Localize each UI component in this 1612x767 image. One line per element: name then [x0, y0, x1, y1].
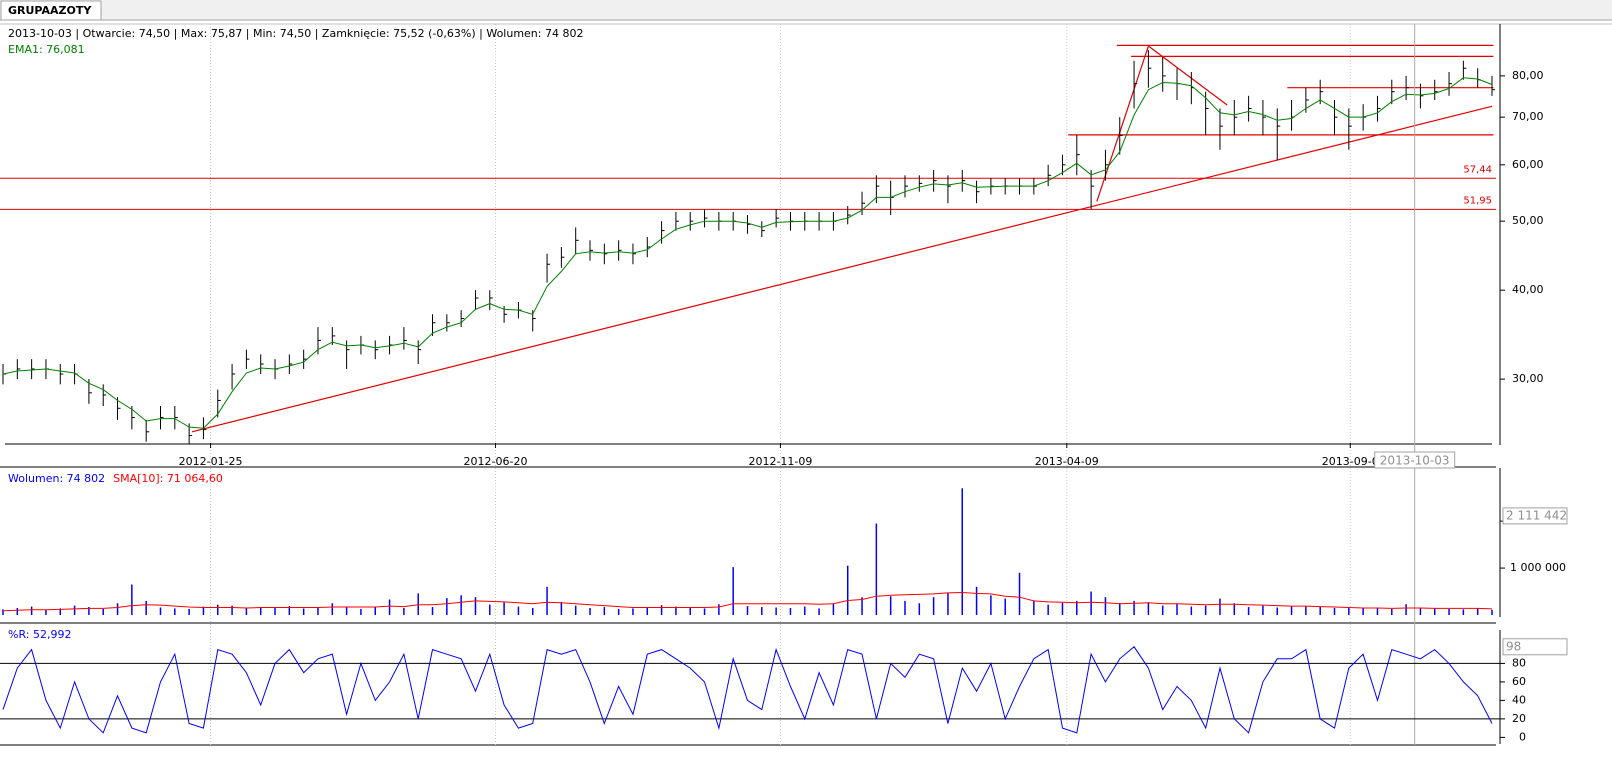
- series-line: [2, 591, 1493, 612]
- tab-bar: [0, 0, 1612, 20]
- x-tick-label: 2013-09-0: [1322, 455, 1379, 468]
- y-tick-label: 0: [1519, 730, 1526, 743]
- y-tick-label: 60,00: [1512, 158, 1544, 171]
- cursor-value: 2 111 442: [1506, 508, 1567, 522]
- legend-entry: Wolumen: 74 802: [8, 472, 105, 485]
- x-tick-label: 2012-11-09: [748, 455, 812, 468]
- y-tick-label: 50,00: [1512, 214, 1544, 227]
- legend-entry: EMA1: 76,081: [8, 43, 85, 56]
- y-tick-label: 20: [1512, 712, 1526, 725]
- tab-label[interactable]: GRUPAAZOTY: [8, 4, 92, 17]
- y-tick-label: 70,00: [1512, 110, 1544, 123]
- level-label: 57,44: [1463, 164, 1492, 175]
- cursor-value-box: [1502, 507, 1568, 525]
- y-tick-label: 30,00: [1512, 372, 1544, 385]
- level-label: 51,95: [1463, 195, 1492, 206]
- info-text: 2013-10-03 | Otwarcie: 74,50 | Max: 75,8…: [8, 27, 583, 40]
- y-tick-label: 80: [1512, 656, 1526, 669]
- cursor-value: 98: [1506, 639, 1521, 653]
- x-tick-label: 2012-01-25: [179, 455, 243, 468]
- cursor-value-box: [1502, 638, 1568, 656]
- tab[interactable]: [0, 0, 102, 21]
- x-tick-label: 2013-04-09: [1035, 455, 1099, 468]
- series-line: [2, 646, 1493, 734]
- trend-line: [191, 105, 1493, 433]
- x-tick-label: 2012-06-20: [464, 455, 528, 468]
- y-tick-label: 1 000 000: [1510, 561, 1566, 574]
- y-tick-label: 60: [1512, 675, 1526, 688]
- cursor-date: 2013-10-03: [1380, 454, 1450, 468]
- y-tick-label: 80,00: [1512, 69, 1544, 82]
- legend-entry: SMA[10]: 71 064,60: [113, 472, 223, 485]
- y-tick-label: 40,00: [1512, 283, 1544, 296]
- series-line: [2, 77, 1493, 429]
- cursor-date-box: [1374, 451, 1456, 469]
- legend-entry: %R: 52,992: [8, 628, 71, 641]
- y-tick-label: 40: [1512, 693, 1526, 706]
